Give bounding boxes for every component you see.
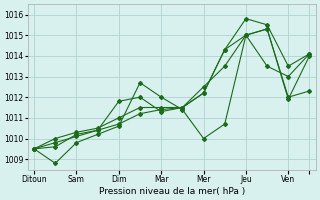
X-axis label: Pression niveau de la mer( hPa ): Pression niveau de la mer( hPa ) bbox=[99, 187, 245, 196]
